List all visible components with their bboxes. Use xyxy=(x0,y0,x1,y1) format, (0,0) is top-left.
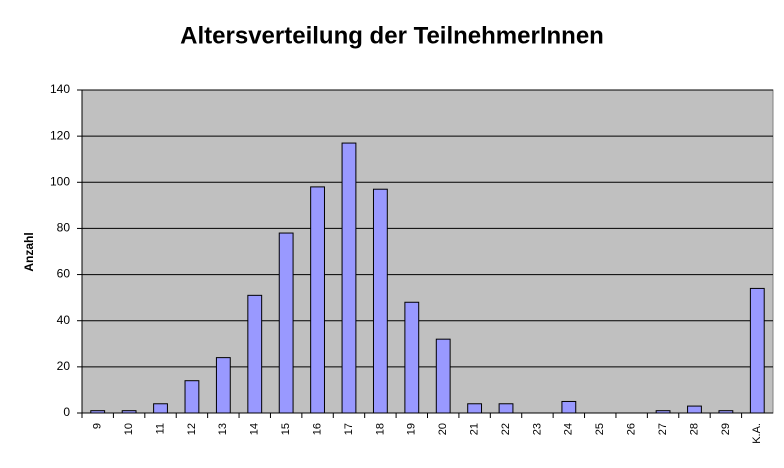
x-tick-label: 24 xyxy=(563,423,575,435)
x-tick-label: 16 xyxy=(311,423,323,435)
y-tick-label: 20 xyxy=(57,359,71,373)
y-axis-label: Anzahl xyxy=(22,232,36,271)
x-tick-label: 27 xyxy=(657,423,669,435)
y-tick-label: 140 xyxy=(50,82,70,96)
x-tick-label: 19 xyxy=(406,423,418,435)
bar xyxy=(247,294,263,414)
bar xyxy=(278,232,294,414)
bar xyxy=(184,380,200,414)
bar xyxy=(215,357,231,414)
x-tick-label: 14 xyxy=(249,423,261,435)
bar xyxy=(561,400,577,414)
bar xyxy=(310,186,325,414)
y-tick-label: 120 xyxy=(50,128,70,142)
bar xyxy=(467,403,483,414)
x-tick-label: 9 xyxy=(92,423,104,429)
bar xyxy=(372,188,388,414)
y-tick-label: 0 xyxy=(63,405,70,419)
bar xyxy=(153,403,168,414)
x-tick-label: 11 xyxy=(154,423,166,434)
bar xyxy=(749,287,765,414)
x-tick-label: 20 xyxy=(437,423,449,435)
bar xyxy=(341,142,357,414)
x-tick-label: 21 xyxy=(469,423,481,435)
x-tick-label: 10 xyxy=(123,423,135,435)
x-tick-label: 13 xyxy=(217,423,229,435)
x-tick-label: 18 xyxy=(374,423,386,435)
x-tick-label: 26 xyxy=(626,423,638,435)
chart-title: Altersverteilung der TeilnehmerInnen xyxy=(180,22,604,49)
x-tick-label: 29 xyxy=(720,423,732,435)
y-tick-label: 100 xyxy=(50,174,70,188)
x-tick-label: 12 xyxy=(186,423,198,435)
x-tick-label: 23 xyxy=(531,423,543,435)
x-tick-label: 25 xyxy=(594,423,606,435)
bar xyxy=(435,338,451,414)
x-tick-label: 15 xyxy=(280,423,292,435)
x-tick-label: K.A. xyxy=(751,423,763,444)
bar xyxy=(687,405,702,414)
plot-area xyxy=(81,89,774,414)
x-tick-label: 17 xyxy=(343,423,355,435)
bar xyxy=(498,403,514,414)
x-tick-label: 28 xyxy=(688,423,700,435)
x-tick-label: 22 xyxy=(500,423,512,435)
y-tick-label: 40 xyxy=(57,313,71,327)
y-tick-label: 60 xyxy=(57,267,71,281)
y-tick-label: 80 xyxy=(57,221,71,235)
bar xyxy=(404,301,420,414)
